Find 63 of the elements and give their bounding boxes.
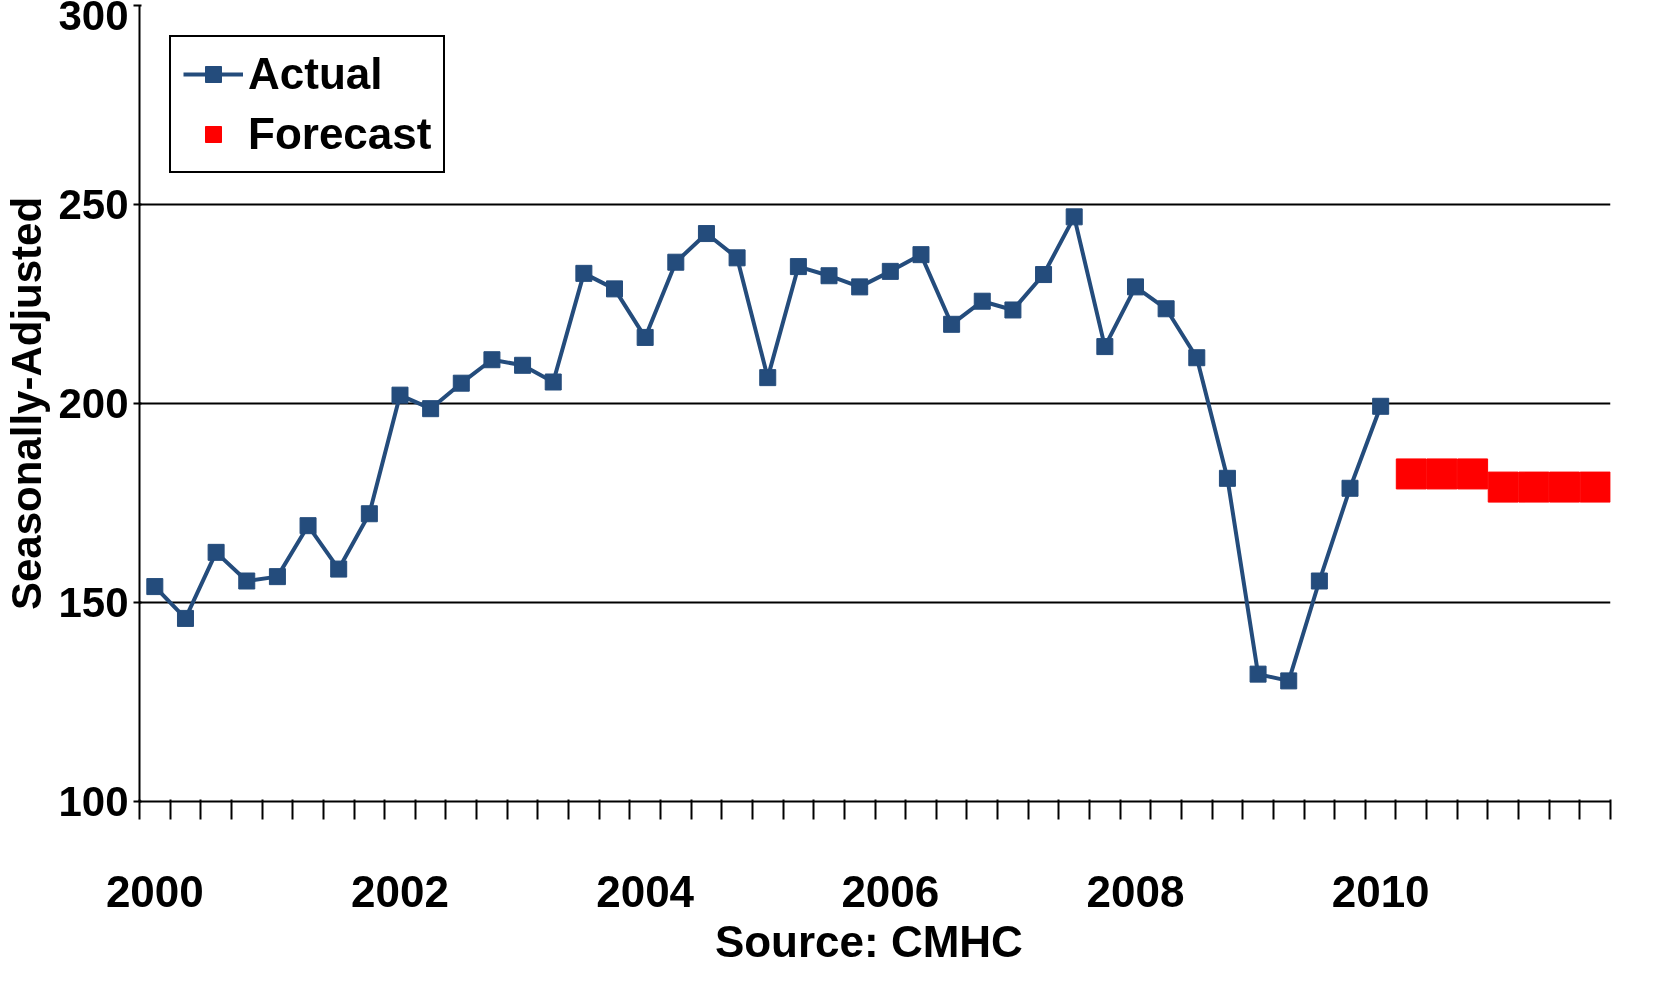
point <box>1249 665 1267 683</box>
point <box>514 356 532 374</box>
y-tick-label: 150 <box>58 579 129 626</box>
point <box>636 328 654 346</box>
legend-label: Forecast <box>248 109 432 159</box>
point <box>912 246 930 264</box>
point <box>759 369 777 387</box>
point <box>1126 278 1144 296</box>
point <box>207 543 225 561</box>
point <box>1579 471 1611 503</box>
point <box>238 572 256 590</box>
point <box>1372 397 1390 415</box>
point <box>452 374 470 392</box>
x-tick-label: 2006 <box>841 866 940 916</box>
y-tick-label: 200 <box>58 380 129 427</box>
point <box>544 373 562 391</box>
point <box>330 560 348 578</box>
point <box>1004 301 1022 319</box>
point <box>1487 471 1519 503</box>
point <box>176 609 194 627</box>
point <box>360 505 378 523</box>
point <box>299 517 317 535</box>
point <box>575 264 593 282</box>
x-tick-label: 2008 <box>1086 866 1185 916</box>
point <box>483 351 501 369</box>
point <box>268 568 286 586</box>
y-axis-title: Seasonally-Adjusted <box>3 196 51 611</box>
point <box>1096 338 1114 356</box>
point <box>606 280 624 298</box>
point <box>1218 469 1236 487</box>
point <box>851 278 869 296</box>
x-tick-label: 2010 <box>1331 866 1430 916</box>
point <box>1341 479 1359 497</box>
legend-label: Actual <box>248 49 383 99</box>
x-tick-label: 2000 <box>105 866 204 916</box>
point <box>146 578 164 596</box>
point <box>1188 349 1206 367</box>
point <box>943 315 961 333</box>
point <box>1518 471 1550 503</box>
y-tick-label: 250 <box>58 181 129 228</box>
point <box>1065 208 1083 226</box>
point <box>1549 471 1581 503</box>
point <box>1157 300 1175 318</box>
point <box>391 386 409 404</box>
source-note: Source: CMHC <box>714 916 1023 966</box>
point <box>1457 458 1489 490</box>
point <box>697 225 715 243</box>
y-tick-label: 300 <box>58 0 129 39</box>
y-tick-label: 100 <box>58 778 129 825</box>
point <box>1280 672 1298 690</box>
point <box>1426 458 1458 490</box>
point <box>422 400 440 418</box>
point <box>973 292 991 310</box>
point <box>1395 458 1427 490</box>
point <box>820 267 838 285</box>
point <box>1310 572 1328 590</box>
point <box>881 262 899 280</box>
point <box>667 253 685 271</box>
point <box>1035 266 1053 284</box>
x-tick-label: 2002 <box>351 866 449 916</box>
point <box>728 249 746 267</box>
x-tick-label: 2004 <box>596 866 695 916</box>
point <box>789 258 807 276</box>
